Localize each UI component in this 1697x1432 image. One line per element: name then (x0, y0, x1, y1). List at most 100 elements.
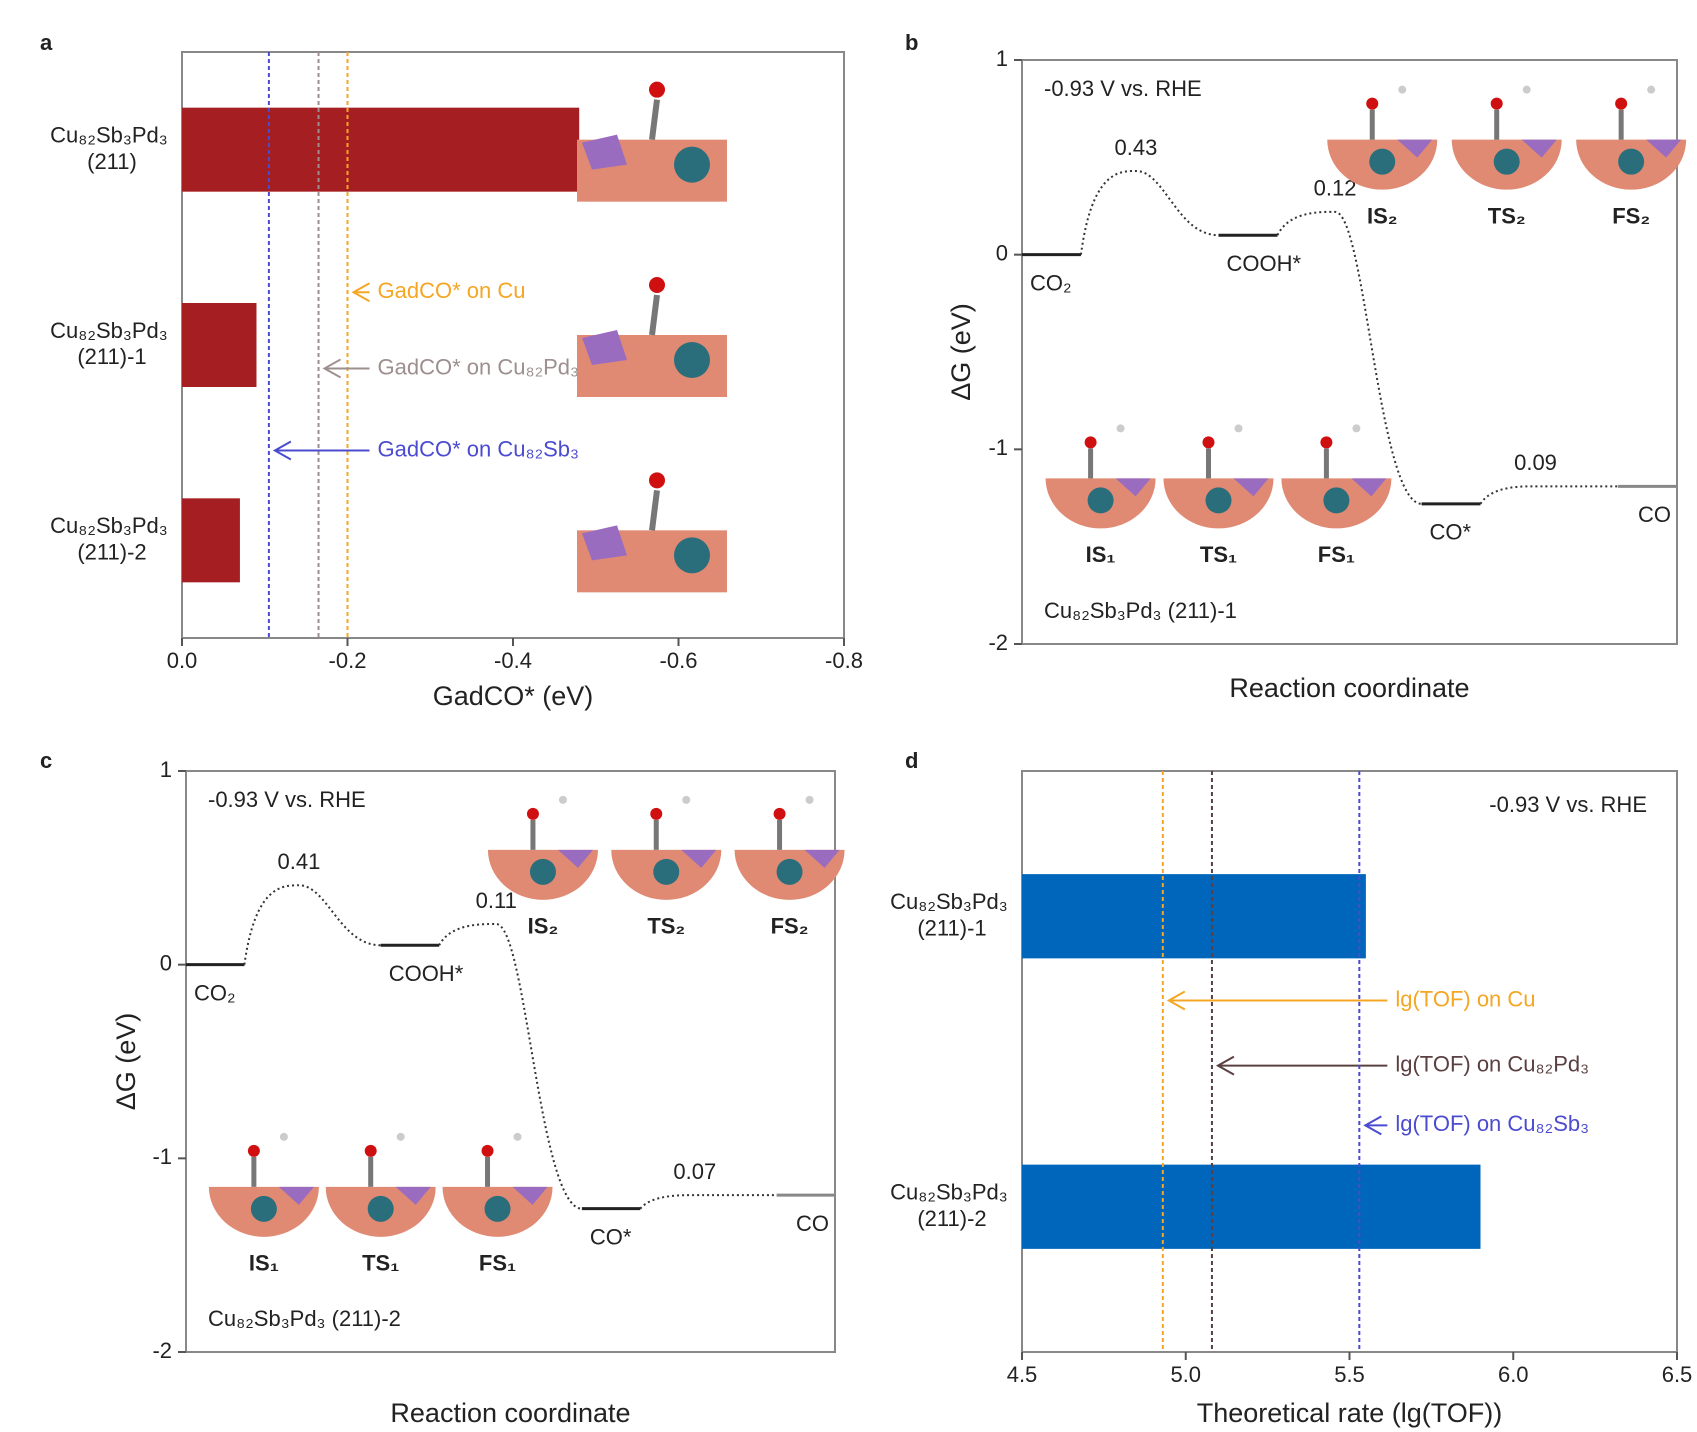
surface-label: Cu₈₂Sb₃Pd₃ (211)-2 (208, 1306, 401, 1331)
h-atom (1398, 86, 1406, 94)
o-atom (482, 1145, 494, 1157)
structure-label: FS₁ (479, 1251, 516, 1276)
o-atom (248, 1145, 260, 1157)
reference-label: GadCO* on Cu (378, 278, 526, 303)
x-axis-title: Reaction coordinate (1229, 673, 1469, 703)
barrier-label: 0.11 (476, 888, 517, 913)
y-axis-title: ΔG (eV) (111, 1013, 141, 1111)
pd-atom (653, 859, 679, 885)
level-label: CO (1638, 502, 1671, 527)
structure-label: IS₂ (1367, 203, 1398, 228)
x-axis-title: GadCO* (eV) (433, 681, 594, 711)
structure-label: TS₁ (1200, 542, 1237, 567)
level-label: CO₂ (194, 980, 236, 1005)
o-atom (1320, 436, 1332, 448)
y-axis-title: ΔG (eV) (946, 303, 976, 401)
structure-label: IS₁ (249, 1251, 279, 1276)
y-tick-label: -1 (152, 1144, 172, 1169)
h-atom (559, 796, 567, 804)
bar (182, 303, 256, 387)
category-label: Cu₈₂Sb₃Pd₃ (211)-1 (890, 889, 1014, 940)
x-tick-label: 5.0 (1170, 1362, 1201, 1387)
reference-label: GadCO* on Cu₈₂Pd₃ (378, 354, 580, 379)
pd-atom (530, 859, 556, 885)
pd-atom (1088, 487, 1114, 513)
h-atom (514, 1133, 522, 1141)
transition-curve (244, 885, 380, 964)
h-atom (1647, 86, 1655, 94)
h-atom (1235, 424, 1243, 432)
o-atom (1615, 98, 1627, 110)
reference-label: GadCO* on Cu₈₂Sb₃ (378, 436, 580, 461)
o-atom (365, 1145, 377, 1157)
bar (182, 108, 579, 192)
y-tick-label: -2 (152, 1338, 172, 1363)
category-label: Cu₈₂Sb₃Pd₃ (211) (50, 122, 174, 173)
level-label: CO* (590, 1224, 632, 1249)
transition-curve (1481, 486, 1619, 504)
pd-atom (251, 1196, 277, 1222)
pd-atom (674, 537, 710, 573)
level-label: COOH* (389, 961, 464, 986)
structure-label: TS₂ (647, 914, 685, 939)
pd-atom (1618, 149, 1644, 175)
condition-label: -0.93 V vs. RHE (1489, 792, 1647, 817)
o-atom (1203, 436, 1215, 448)
pd-atom (485, 1196, 511, 1222)
panel-label: b (905, 30, 918, 55)
x-tick-label: -0.4 (494, 648, 532, 673)
x-tick-label: -0.8 (825, 648, 863, 673)
pd-atom (1206, 487, 1232, 513)
bar (182, 498, 240, 582)
x-tick-label: 6.0 (1498, 1362, 1529, 1387)
barrier-label: 0.41 (278, 849, 321, 874)
page: {"chart_data": [ {"type": "hbar", "panel… (0, 0, 1697, 1432)
o-atom (649, 82, 665, 98)
bond (652, 295, 657, 335)
panel-label: d (905, 748, 918, 773)
level-label: COOH* (1227, 251, 1302, 276)
x-axis-title: Reaction coordinate (390, 1398, 630, 1428)
x-tick-label: -0.6 (660, 648, 698, 673)
structure-label: FS₁ (1318, 542, 1355, 567)
level-label: CO (796, 1211, 829, 1236)
o-atom (1366, 98, 1378, 110)
reference-label: lg(TOF) on Cu (1395, 986, 1535, 1011)
o-atom (527, 808, 539, 820)
x-tick-label: 5.5 (1334, 1362, 1365, 1387)
o-atom (649, 472, 665, 488)
surface-label: Cu₈₂Sb₃Pd₃ (211)-1 (1044, 598, 1237, 623)
transition-curve (640, 1195, 776, 1209)
x-tick-label: 0.0 (167, 648, 198, 673)
pd-atom (674, 147, 710, 183)
y-tick-label: 1 (996, 46, 1008, 71)
reference-label: lg(TOF) on Cu₈₂Sb₃ (1395, 1111, 1589, 1136)
y-tick-label: -2 (988, 630, 1008, 655)
h-atom (1352, 424, 1360, 432)
y-tick-label: 0 (996, 240, 1008, 265)
h-atom (1117, 424, 1125, 432)
category-label: Cu₈₂Sb₃Pd₃ (211)-2 (890, 1179, 1014, 1230)
y-tick-label: -1 (988, 435, 1008, 460)
pd-atom (368, 1196, 394, 1222)
o-atom (1085, 436, 1097, 448)
bond (652, 100, 657, 140)
condition-label: -0.93 V vs. RHE (208, 787, 366, 812)
level-label: CO* (1430, 520, 1472, 545)
y-tick-label: 0 (160, 950, 172, 975)
o-atom (650, 808, 662, 820)
x-tick-label: -0.2 (329, 648, 367, 673)
figure: a 0.0 -0.2 -0.4 -0.6 -0.8 GadCO* (eV) Cu₈₂Sb₃Pd… (0, 0, 1697, 1432)
condition-label: -0.93 V vs. RHE (1044, 76, 1202, 101)
pd-atom (1494, 149, 1520, 175)
o-atom (1491, 98, 1503, 110)
structure-label: FS₂ (1612, 203, 1650, 228)
category-label: Cu₈₂Sb₃Pd₃ (211)-1 (50, 318, 174, 369)
h-atom (397, 1133, 405, 1141)
bond (652, 490, 657, 530)
structure-label: TS₂ (1488, 203, 1526, 228)
barrier-label: 0.07 (673, 1159, 716, 1184)
panel-label: a (40, 30, 53, 55)
structure-label: TS₁ (362, 1251, 399, 1276)
transition-curve (1081, 171, 1219, 255)
